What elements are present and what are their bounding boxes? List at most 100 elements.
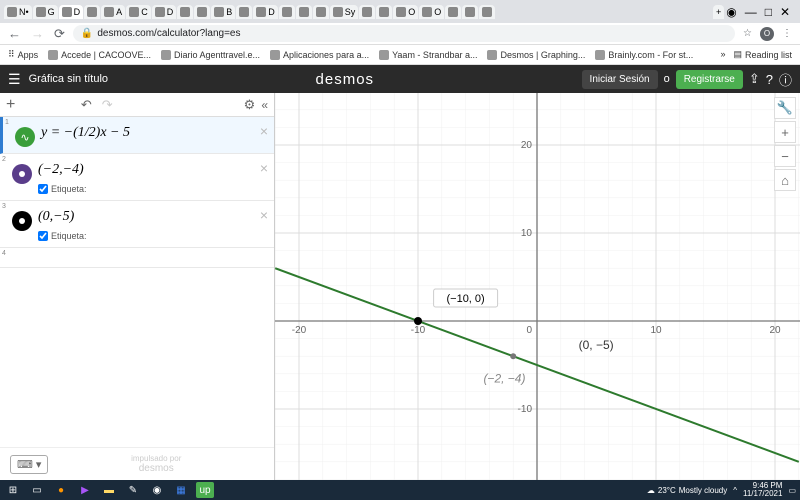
browser-tab[interactable]: O xyxy=(419,5,444,19)
or-text: o xyxy=(664,73,670,85)
svg-text:20: 20 xyxy=(769,325,781,336)
start-button[interactable]: ⊞ xyxy=(4,482,22,498)
add-expression-button[interactable]: + xyxy=(6,96,15,114)
close-window-button[interactable]: ✕ xyxy=(780,5,790,19)
browser-tab[interactable] xyxy=(445,5,461,19)
bookmarks-overflow[interactable]: » xyxy=(720,49,725,60)
browser-tab[interactable]: C xyxy=(126,5,151,19)
help-icon[interactable]: ? xyxy=(766,72,773,87)
bookmark-item[interactable]: Brainly.com - For st... xyxy=(595,50,693,60)
redo-button[interactable]: ↷ xyxy=(102,97,113,113)
reading-list-button[interactable]: ▤ Reading list xyxy=(733,49,792,60)
app-icon[interactable]: ▶ xyxy=(76,482,94,498)
chrome-icon[interactable]: ◉ xyxy=(148,482,166,498)
signup-button[interactable]: Registrarse xyxy=(676,70,743,89)
delete-expression-button[interactable]: × xyxy=(260,160,268,176)
browser-tab[interactable] xyxy=(279,5,295,19)
browser-tab[interactable]: A xyxy=(101,5,125,19)
weather-widget[interactable]: ☁ 23°C Mostly cloudy xyxy=(647,486,727,495)
undo-button[interactable]: ↶ xyxy=(81,97,92,113)
forward-button[interactable]: → xyxy=(31,26,44,42)
browser-tab[interactable]: O xyxy=(393,5,418,19)
browser-tab[interactable] xyxy=(296,5,312,19)
app-icon[interactable]: up xyxy=(196,482,214,498)
label-checkbox[interactable] xyxy=(38,231,48,241)
tray-chevron-icon[interactable]: ^ xyxy=(733,486,737,495)
browser-tab[interactable] xyxy=(177,5,193,19)
point-icon[interactable] xyxy=(12,211,32,231)
zoom-out-button[interactable]: − xyxy=(774,145,796,167)
browser-tab[interactable] xyxy=(194,5,210,19)
collapse-sidebar-button[interactable]: « xyxy=(261,98,268,112)
bookmarks-bar: ⠿ Apps Accede | CACOOVE... Diario Agenttr… xyxy=(0,45,800,65)
login-button[interactable]: Iniciar Sesión xyxy=(582,70,658,89)
expression-number: 4 xyxy=(2,250,6,257)
browser-tab[interactable]: D xyxy=(253,5,278,19)
graph-canvas[interactable]: -20-101020-1010200(−10, 0)(0, −5)(−2, −4… xyxy=(275,93,800,480)
delete-expression-button[interactable]: × xyxy=(260,207,268,223)
app-icon[interactable]: ▦ xyxy=(172,482,190,498)
url-input[interactable]: 🔒 desmos.com/calculator?lang=es xyxy=(73,25,735,42)
taskview-icon[interactable]: ▭ xyxy=(28,482,46,498)
svg-text:(−10, 0): (−10, 0) xyxy=(446,293,484,305)
home-button[interactable]: ⌂ xyxy=(774,169,796,191)
label-toggle[interactable]: Etiqueta: xyxy=(38,184,270,194)
explorer-icon[interactable]: ▬ xyxy=(100,482,118,498)
expression-row[interactable]: 2 (−2,−4) Etiqueta: × xyxy=(0,154,274,201)
delete-expression-button[interactable]: × xyxy=(260,123,268,139)
expression-row[interactable]: 3 (0,−5) Etiqueta: × xyxy=(0,201,274,248)
browser-tab[interactable] xyxy=(84,5,100,19)
desmos-logo: desmos xyxy=(108,71,582,88)
firefox-icon[interactable]: ● xyxy=(52,482,70,498)
notifications-icon[interactable]: ▭ xyxy=(788,486,796,495)
label-checkbox[interactable] xyxy=(38,184,48,194)
info-icon[interactable]: ⓘ xyxy=(779,70,792,89)
browser-tab[interactable] xyxy=(359,5,375,19)
clock[interactable]: 9:46 PM 11/17/2021 xyxy=(743,482,782,498)
expression-math[interactable]: (0,−5) xyxy=(38,209,270,225)
wave-icon[interactable]: ∿ xyxy=(15,127,35,147)
address-bar: ← → ⟳ 🔒 desmos.com/calculator?lang=es ☆ … xyxy=(0,23,800,45)
point-icon[interactable] xyxy=(12,164,32,184)
browser-tab[interactable]: B xyxy=(211,5,235,19)
browser-tab[interactable]: N• xyxy=(4,5,32,19)
keyboard-button[interactable]: ⌨ ▾ xyxy=(10,455,48,474)
browser-tab[interactable] xyxy=(313,5,329,19)
minimize-button[interactable]: — xyxy=(745,5,757,19)
empty-expression-row[interactable]: 4 xyxy=(0,248,274,268)
profile-avatar[interactable]: O xyxy=(760,27,774,41)
settings-icon[interactable]: ⚙ xyxy=(244,97,256,113)
expression-row[interactable]: 1 ∿ y = −(1/2)x − 5 × xyxy=(0,117,274,154)
svg-text:20: 20 xyxy=(521,140,533,151)
menu-icon[interactable]: ⋮ xyxy=(782,28,792,39)
expression-math[interactable]: y = −(1/2)x − 5 xyxy=(41,125,270,141)
back-button[interactable]: ← xyxy=(8,26,21,42)
browser-tab[interactable] xyxy=(236,5,252,19)
browser-tab[interactable]: Sy xyxy=(330,5,359,19)
browser-tab[interactable]: D xyxy=(152,5,177,19)
app-icon[interactable]: ✎ xyxy=(124,482,142,498)
graph-title[interactable]: Gráfica sin título xyxy=(29,73,108,85)
expression-math[interactable]: (−2,−4) xyxy=(38,162,270,178)
bookmark-item[interactable]: Diario Agenttravel.e... xyxy=(161,50,260,60)
new-tab-button[interactable]: + xyxy=(713,5,724,19)
browser-tab[interactable] xyxy=(376,5,392,19)
bookmark-item[interactable]: Desmos | Graphing... xyxy=(487,50,585,60)
zoom-in-button[interactable]: + xyxy=(774,121,796,143)
browser-tab[interactable]: G xyxy=(33,5,58,19)
bookmark-star-icon[interactable]: ☆ xyxy=(743,28,752,39)
browser-tab[interactable] xyxy=(479,5,495,19)
share-icon[interactable]: ⇪ xyxy=(749,71,760,87)
bookmark-item[interactable]: Aplicaciones para a... xyxy=(270,50,369,60)
browser-tab[interactable]: D xyxy=(59,5,84,19)
apps-button[interactable]: ⠿ Apps xyxy=(8,49,38,60)
reload-button[interactable]: ⟳ xyxy=(54,26,65,42)
browser-tab[interactable] xyxy=(462,5,478,19)
hamburger-icon[interactable]: ☰ xyxy=(8,71,21,88)
maximize-button[interactable]: □ xyxy=(765,5,772,19)
wrench-icon[interactable]: 🔧 xyxy=(774,97,796,119)
label-toggle[interactable]: Etiqueta: xyxy=(38,231,270,241)
bookmark-item[interactable]: Accede | CACOOVE... xyxy=(48,50,151,60)
svg-text:(−2, −4): (−2, −4) xyxy=(483,372,525,386)
bookmark-item[interactable]: Yaam - Strandbar a... xyxy=(379,50,477,60)
